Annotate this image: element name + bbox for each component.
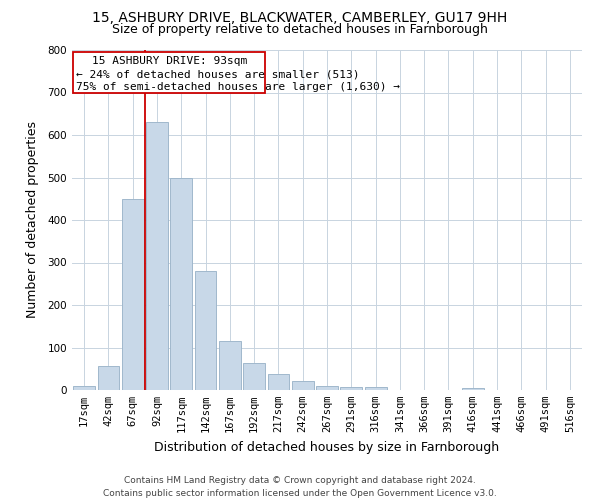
Bar [268,374,289,390]
X-axis label: Distribution of detached houses by size in Farnborough: Distribution of detached houses by size … [154,440,500,454]
Text: 75% of semi-detached houses are larger (1,630) →: 75% of semi-detached houses are larger (… [76,82,400,92]
Bar [194,271,217,390]
Bar [73,386,95,390]
Y-axis label: Number of detached properties: Number of detached properties [26,122,39,318]
Text: Size of property relative to detached houses in Farnborough: Size of property relative to detached ho… [112,22,488,36]
Text: 15 ASHBURY DRIVE: 93sqm: 15 ASHBURY DRIVE: 93sqm [92,56,247,66]
Bar [292,380,314,390]
Bar [73,52,265,92]
Bar [219,341,241,390]
Bar [462,388,484,390]
Bar [243,363,265,390]
Bar [365,386,386,390]
Bar [122,198,143,390]
Bar [146,122,168,390]
Text: ← 24% of detached houses are smaller (513): ← 24% of detached houses are smaller (51… [76,69,359,79]
Bar [97,366,119,390]
Bar [340,386,362,390]
Text: Contains HM Land Registry data © Crown copyright and database right 2024.
Contai: Contains HM Land Registry data © Crown c… [103,476,497,498]
Bar [170,178,192,390]
Bar [316,386,338,390]
Text: 15, ASHBURY DRIVE, BLACKWATER, CAMBERLEY, GU17 9HH: 15, ASHBURY DRIVE, BLACKWATER, CAMBERLEY… [92,11,508,25]
